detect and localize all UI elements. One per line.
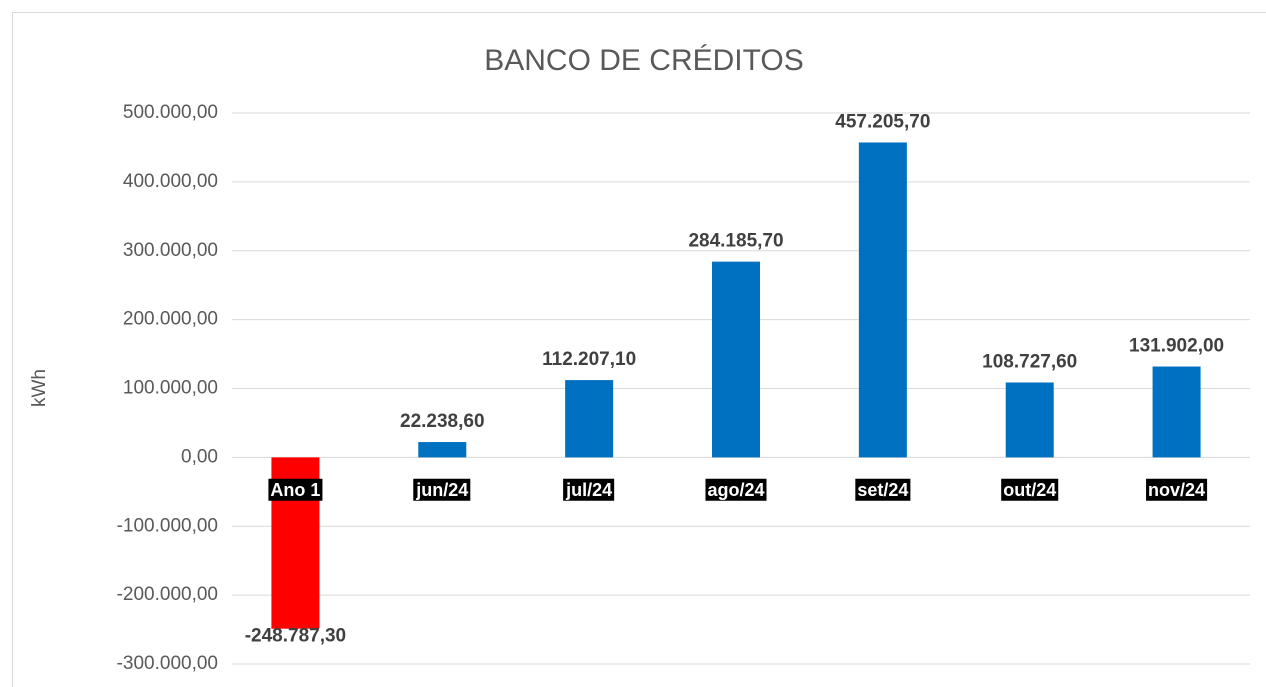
- x-tick-label: out/24: [1003, 480, 1056, 500]
- bar: [1005, 382, 1054, 458]
- value-label: -248.787,30: [245, 626, 346, 647]
- bar: [1152, 366, 1201, 458]
- value-label: 131.902,00: [1129, 336, 1224, 357]
- category-label-bg: [413, 478, 471, 501]
- chart-border: [12, 12, 1266, 687]
- chart-title: BANCO DE CRÉDITOS: [484, 44, 804, 77]
- y-tick-label: 400.000,00: [123, 171, 218, 192]
- y-tick-label: 200.000,00: [123, 309, 218, 330]
- y-tick-label: 100.000,00: [123, 378, 218, 399]
- value-label: 112.207,10: [542, 349, 636, 370]
- y-axis-label: kWh: [29, 369, 50, 407]
- value-label: 284.185,70: [688, 231, 783, 252]
- y-tick-label: 500.000,00: [123, 102, 218, 123]
- x-tick-label: Ano 1: [270, 480, 320, 500]
- x-tick-label: jun/24: [415, 480, 468, 500]
- value-label: 457.205,70: [835, 111, 930, 132]
- category-label-bg: [855, 478, 911, 501]
- x-tick-label: nov/24: [1148, 480, 1205, 500]
- bar: [565, 380, 614, 458]
- bar: [858, 142, 907, 458]
- category-label-bg: [1146, 478, 1208, 501]
- y-tick-label: 0,00: [181, 446, 218, 467]
- category-label-bg: [705, 478, 767, 501]
- category-label-bg: [563, 478, 615, 501]
- x-tick-label: jul/24: [565, 480, 612, 500]
- value-label: 22.238,60: [400, 411, 485, 432]
- y-tick-label: -200.000,00: [117, 584, 218, 605]
- value-label: 108.727,60: [982, 352, 1077, 373]
- x-tick-label: set/24: [857, 480, 908, 500]
- y-tick-label: 300.000,00: [123, 240, 218, 261]
- y-tick-label: -300.000,00: [117, 653, 218, 674]
- bar: [418, 442, 467, 458]
- category-label-bg: [268, 478, 323, 501]
- category-label-bg: [1001, 478, 1059, 501]
- bar: [712, 261, 760, 458]
- y-tick-label: -100.000,00: [117, 515, 218, 536]
- x-tick-label: ago/24: [707, 480, 764, 500]
